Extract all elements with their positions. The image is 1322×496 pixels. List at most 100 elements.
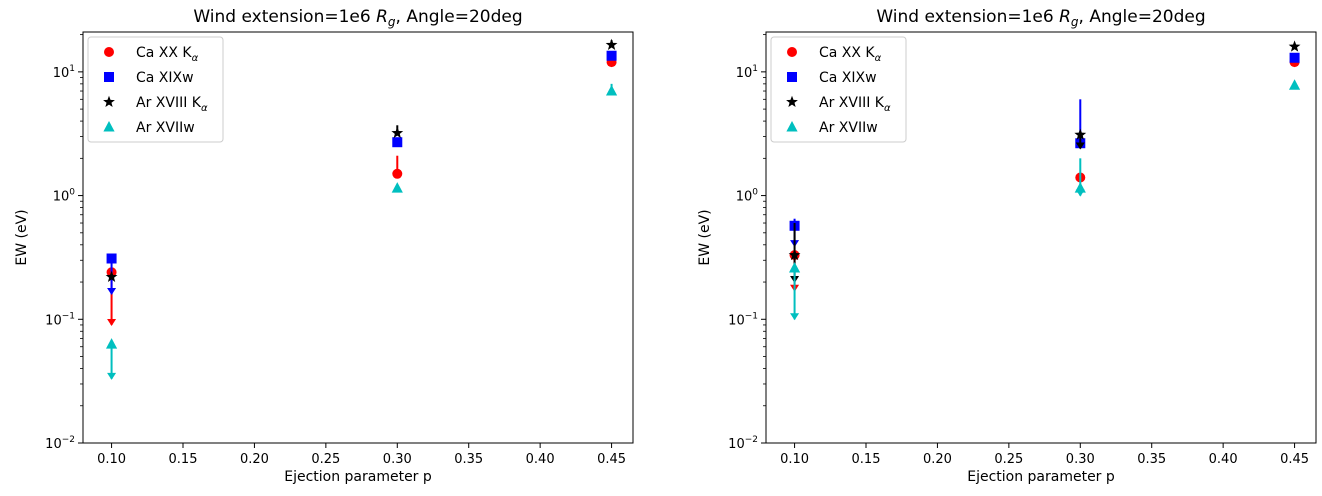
data-point	[1289, 52, 1300, 63]
legend-label: Ca XIXw	[136, 70, 194, 86]
y-tick-exponent: −1	[745, 311, 758, 321]
legend-marker	[787, 47, 797, 57]
title-symbol: R	[376, 7, 388, 27]
data-point	[1074, 128, 1087, 140]
legend-label: Ar XVIIw	[136, 120, 195, 136]
legend-label: Ar XVIII Kα	[136, 95, 208, 114]
plot-frame	[765, 31, 1317, 444]
y-tick-base: 10	[728, 313, 745, 328]
legend-marker	[103, 121, 115, 132]
x-tick-label: 0.45	[1280, 452, 1309, 467]
data-point	[1288, 79, 1301, 90]
legend-marker	[104, 47, 114, 57]
chart-title: Wind extension=1e6 Rg, Angle=20deg	[193, 7, 522, 29]
legend-marker	[104, 72, 114, 82]
x-tick-label: 0.25	[994, 452, 1023, 467]
lower-limit-arrow	[107, 372, 117, 380]
data-point	[1288, 40, 1301, 52]
legend-label-text: Ca XIXw	[136, 70, 194, 86]
y-tick-exponent: 1	[69, 64, 75, 74]
lower-limit-arrow	[790, 313, 800, 321]
legend-marker	[103, 95, 115, 108]
data-point	[106, 253, 117, 264]
title-text: Wind extension=1e6	[876, 7, 1059, 27]
series-3	[105, 38, 618, 282]
plot-frame	[82, 31, 634, 444]
legend-label-subscript: α	[884, 103, 891, 114]
y-tick-exponent: 1	[752, 64, 758, 74]
y-tick-exponent: −1	[62, 311, 75, 321]
y-axis-label: EW (eV)	[14, 209, 30, 265]
y-axis-label: EW (eV)	[697, 209, 713, 265]
x-tick-label: 0.40	[526, 452, 555, 467]
legend-label-subscript: α	[875, 53, 882, 64]
x-tick-label: 0.35	[1137, 452, 1166, 467]
legend-box	[87, 36, 224, 143]
y-tick-base: 10	[53, 190, 70, 205]
legend-marker	[786, 95, 798, 108]
legend-label-text: Ar XVIII K	[819, 95, 885, 111]
legend-label-text: Ar XVIIw	[819, 120, 878, 136]
y-tick-base: 10	[736, 190, 753, 205]
lower-limit-arrow	[107, 288, 117, 296]
data-point	[105, 270, 118, 282]
x-tick-label: 0.15	[169, 452, 198, 467]
y-tick-label: 10−1	[728, 311, 758, 328]
chart-panel-1: Wind extension=1e6 Rg, Angle=20deg 0.10 0.…	[14, 7, 634, 485]
legend-label: Ca XX Kα	[819, 45, 882, 64]
legend-label-text: Ca XX K	[136, 45, 192, 61]
y-tick-label: 101	[53, 64, 75, 81]
legend-label-text: Ar XVIIw	[136, 120, 195, 136]
x-tick-label: 0.10	[780, 452, 809, 467]
y-tick-base: 10	[45, 313, 62, 328]
x-tick-label: 0.15	[852, 452, 881, 467]
title-subscript: g	[1071, 15, 1079, 29]
legend-label: Ar XVIII Kα	[819, 95, 891, 114]
x-tick-label: 0.20	[923, 452, 952, 467]
title-symbol: R	[1059, 7, 1071, 27]
data-point	[1074, 182, 1086, 193]
data-point	[788, 261, 801, 273]
x-tick-label: 0.30	[1066, 452, 1095, 467]
chart-title: Wind extension=1e6 Rg, Angle=20deg	[876, 7, 1205, 29]
y-tick-exponent: 0	[752, 188, 758, 198]
x-tick-label: 0.35	[454, 452, 483, 467]
series-4	[788, 79, 1301, 321]
legend-label: Ca XX Kα	[136, 45, 199, 64]
lower-limit-arrow	[107, 318, 117, 326]
x-tick-label: 0.20	[240, 452, 269, 467]
x-tick-label: 0.10	[97, 452, 126, 467]
data-point	[605, 85, 618, 96]
y-tick-base: 10	[53, 66, 70, 81]
data-point	[606, 50, 617, 61]
y-tick-exponent: 0	[69, 188, 75, 198]
data-point	[391, 126, 404, 139]
x-tick-label: 0.25	[311, 452, 340, 467]
legend-label-subscript: α	[192, 53, 199, 64]
data-point	[392, 168, 403, 179]
legend-label-text: Ar XVIII K	[136, 95, 202, 111]
data-point	[605, 38, 618, 50]
y-tick-base: 10	[736, 66, 753, 81]
legend-box	[770, 36, 907, 143]
legend-label: Ar XVIIw	[819, 120, 878, 136]
legend-label-text: Ca XIXw	[819, 70, 877, 86]
y-tick-label: 100	[53, 188, 76, 205]
title-text-suffix: , Angle=20deg	[396, 7, 523, 27]
legend-label: Ca XIXw	[819, 70, 877, 86]
y-tick-base: 10	[728, 437, 745, 452]
data-point	[105, 338, 118, 349]
y-tick-label: 100	[736, 188, 759, 205]
y-tick-exponent: −2	[62, 435, 75, 445]
y-tick-label: 10−2	[728, 435, 758, 452]
legend-marker	[786, 121, 798, 132]
lower-limit-arrow	[1075, 142, 1085, 150]
x-tick-label: 0.30	[383, 452, 412, 467]
x-tick-label: 0.45	[597, 452, 626, 467]
chart-panel-2: Wind extension=1e6 Rg, Angle=20deg 0.10 0.…	[697, 7, 1317, 485]
legend-label-text: Ca XX K	[819, 45, 875, 61]
y-tick-label: 10−1	[45, 311, 75, 328]
